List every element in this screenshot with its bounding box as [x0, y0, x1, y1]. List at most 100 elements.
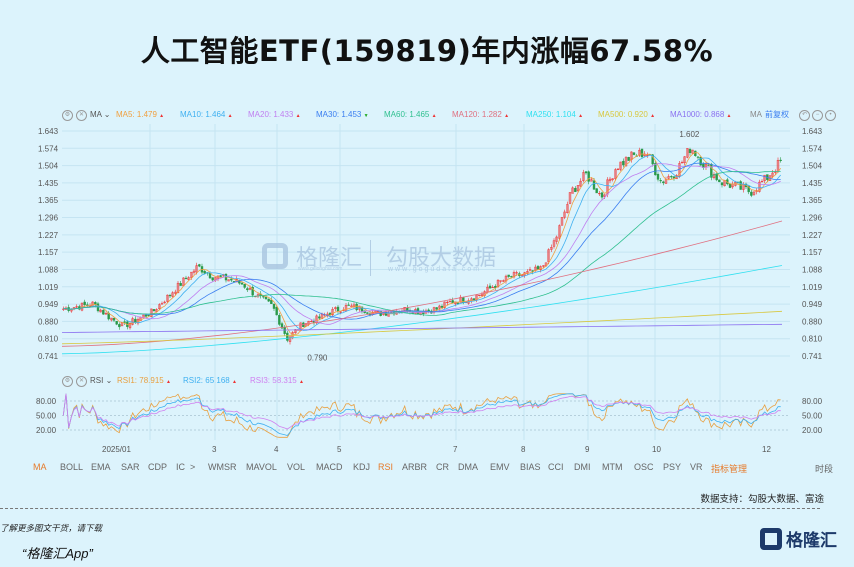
candle	[499, 280, 502, 282]
indicator-tab[interactable]: CCI	[548, 462, 564, 472]
zoom-out-icon[interactable]: −	[812, 110, 823, 121]
candle	[278, 315, 281, 325]
candle	[211, 277, 214, 281]
adjust-button[interactable]: 前复权	[765, 110, 789, 119]
indicator-tab[interactable]: >	[190, 462, 196, 472]
indicator-tab[interactable]: KDJ	[353, 462, 371, 472]
indicator-tab[interactable]: BOLL	[60, 462, 84, 472]
price-tick-left: 0.741	[38, 352, 59, 361]
zoom-in-icon[interactable]: •	[825, 110, 836, 121]
candle	[494, 285, 497, 288]
footer-logo: 格隆汇	[786, 531, 837, 550]
candle	[128, 322, 132, 329]
price-tick-left: 1.435	[38, 179, 59, 188]
triangle-up-icon: ▲	[227, 113, 233, 119]
date-tick: 5	[337, 445, 342, 454]
indicator-tab[interactable]: EMV	[490, 462, 510, 472]
candle	[763, 174, 766, 182]
candle	[550, 247, 553, 250]
period-button[interactable]: 时段	[815, 464, 834, 474]
indicator-tab[interactable]: RSI	[378, 462, 394, 472]
price-tick-right: 1.574	[802, 144, 823, 153]
candle	[283, 327, 286, 334]
candle	[542, 265, 545, 267]
settings-icon[interactable]: ⚙	[62, 376, 73, 387]
indicator-tab[interactable]: CR	[436, 462, 449, 472]
price-chart[interactable]: 1.643 1.643 1.574 1.574 1.504 1.504 1.435 1.435…	[0, 0, 854, 460]
triangle-up-icon: ▲	[726, 113, 732, 119]
candle	[536, 266, 540, 270]
candle	[240, 282, 244, 285]
candle	[640, 148, 644, 158]
legend-item: MA60: 1.465 ▲	[384, 110, 437, 119]
candle	[662, 181, 665, 184]
price-tick-right: 1.088	[802, 265, 823, 274]
candle	[478, 294, 481, 297]
indicator-tab[interactable]: IC	[176, 462, 185, 472]
indicator-select[interactable]: MA ⌄	[90, 110, 111, 119]
candle	[582, 172, 585, 181]
price-tick-left: 1.365	[38, 196, 59, 205]
candle	[638, 149, 641, 156]
price-tick-right: 1.019	[802, 283, 823, 292]
rsi-select[interactable]: RSI ⌄	[90, 376, 113, 385]
indicator-tab[interactable]: VOL	[287, 462, 306, 472]
candle	[627, 156, 630, 161]
indicator-tab[interactable]: WMSR	[208, 462, 237, 472]
candle	[110, 317, 113, 321]
indicator-tab[interactable]: MA	[33, 462, 47, 472]
candle	[659, 180, 662, 182]
indicator-tab[interactable]: 指标管理	[711, 464, 748, 474]
date-tick: 7	[453, 445, 458, 454]
date-tick: 10	[652, 445, 661, 454]
price-tick-right: 1.435	[802, 179, 823, 188]
candle	[219, 275, 222, 277]
candle	[334, 307, 337, 309]
candle	[102, 309, 105, 315]
close-icon[interactable]: ✕	[76, 376, 87, 387]
settings-icon[interactable]: ⚙	[62, 110, 73, 121]
candle	[560, 217, 564, 226]
candle	[195, 265, 198, 273]
candle	[712, 174, 716, 179]
indicator-tab[interactable]: PSY	[663, 462, 682, 472]
close-icon[interactable]: ✕	[76, 110, 87, 121]
candle	[232, 281, 236, 283]
candle	[683, 156, 686, 164]
candle	[656, 173, 660, 180]
indicator-tab[interactable]: MAVOL	[246, 462, 277, 472]
candle	[251, 286, 254, 296]
candle	[752, 191, 756, 195]
app-name: “格隆汇App”	[22, 546, 93, 561]
triangle-down-icon: ▼	[363, 113, 369, 119]
candle	[203, 271, 206, 274]
candle	[435, 307, 438, 310]
long-ma-line	[61, 310, 783, 345]
indicator-tab[interactable]: VR	[690, 462, 703, 472]
candle	[491, 286, 494, 289]
triangle-up-icon: ▲	[231, 379, 237, 385]
indicator-tab[interactable]: DMI	[574, 462, 591, 472]
candle	[443, 301, 446, 308]
candle	[598, 193, 601, 195]
triangle-up-icon: ▲	[159, 113, 165, 119]
ma-line-20	[63, 163, 781, 325]
indicator-tab[interactable]: BIAS	[520, 462, 541, 472]
undo-icon[interactable]: ↶	[799, 110, 810, 121]
indicator-tab[interactable]: MTM	[602, 462, 623, 472]
candle	[651, 154, 654, 165]
indicator-tab[interactable]: EMA	[91, 462, 111, 472]
legend-item: MA10: 1.464 ▲	[180, 110, 233, 119]
indicator-tab[interactable]: ARBR	[402, 462, 428, 472]
price-tick-left: 1.643	[38, 127, 59, 136]
indicator-tab[interactable]: CDP	[148, 462, 168, 472]
indicator-tab[interactable]: DMA	[458, 462, 478, 472]
ma-label: MA	[750, 110, 762, 119]
indicator-tab[interactable]: MACD	[316, 462, 343, 472]
indicator-tab[interactable]: SAR	[121, 462, 140, 472]
price-tick-right: 0.741	[802, 352, 823, 361]
candle	[563, 211, 566, 218]
candle	[574, 188, 577, 193]
candle	[366, 312, 369, 314]
indicator-tab[interactable]: OSC	[634, 462, 654, 472]
